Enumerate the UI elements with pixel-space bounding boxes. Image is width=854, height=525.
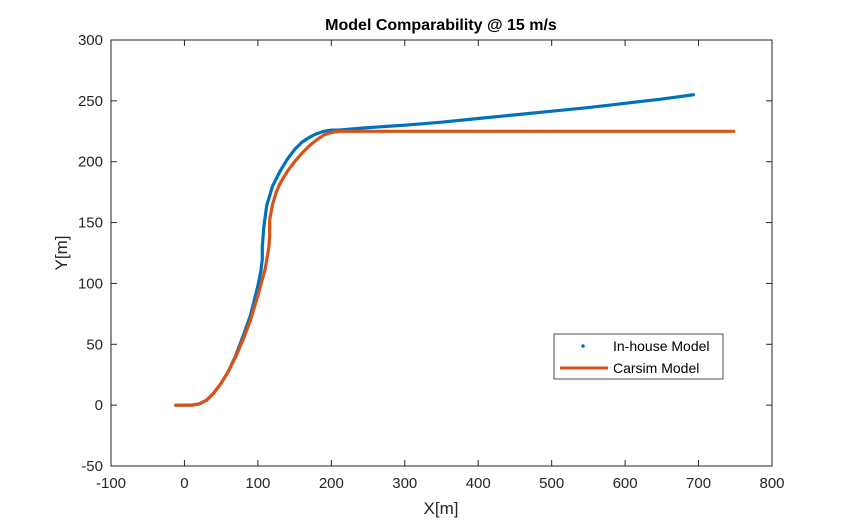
legend-label-carsim-model: Carsim Model (613, 360, 699, 376)
x-tick-label: 0 (180, 475, 188, 492)
series-line-carsim-model (174, 129, 736, 407)
y-tick-label: 300 (78, 32, 103, 49)
chart-title: Model Comparability @ 15 m/s (325, 17, 557, 34)
y-tick-label: 0 (95, 397, 103, 414)
plot-area (111, 40, 772, 466)
legend-label-in-house-model: In-house Model (613, 338, 710, 354)
y-tick-label: 50 (86, 336, 103, 353)
y-axis-label: Y[m] (52, 236, 71, 271)
y-axis-ticks: -50 0 50 100 150 200 250 300 (78, 32, 772, 475)
x-tick-label: 800 (759, 475, 784, 492)
y-tick-label: 100 (78, 275, 103, 292)
x-tick-label: -100 (96, 475, 126, 492)
x-tick-label: 700 (686, 475, 711, 492)
y-tick-label: 150 (78, 215, 103, 232)
y-tick-label: 250 (78, 93, 103, 110)
legend: In-house Model Carsim Model (553, 333, 724, 380)
x-axis-ticks: -100 0 100 200 300 400 500 600 700 800 (96, 40, 785, 492)
x-tick-label: 400 (466, 475, 491, 492)
x-tick-label: 100 (245, 475, 270, 492)
legend-box (553, 333, 724, 380)
series-layer (174, 93, 736, 407)
x-tick-label: 500 (539, 475, 564, 492)
x-tick-label: 300 (392, 475, 417, 492)
x-axis-label: X[m] (424, 499, 459, 518)
x-tick-label: 600 (613, 475, 638, 492)
y-tick-label: 200 (78, 154, 103, 171)
x-tick-label: 200 (319, 475, 344, 492)
plot-border (110, 39, 773, 467)
y-tick-label: -50 (81, 458, 103, 475)
legend-marker-in-house-model (581, 344, 585, 348)
